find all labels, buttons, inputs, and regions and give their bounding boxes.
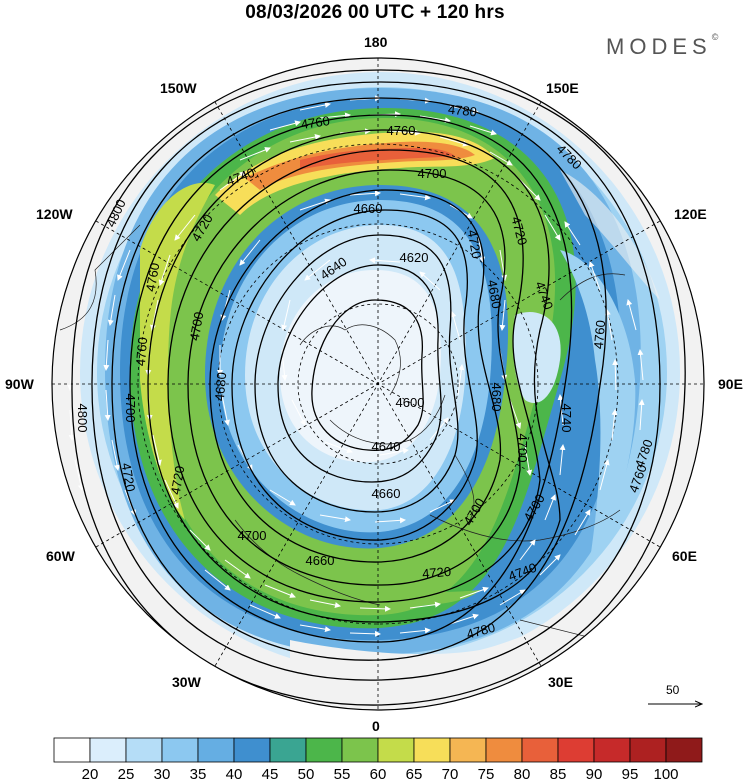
- contour-label: 4600: [396, 395, 425, 410]
- copyright-mark: ©: [711, 32, 719, 42]
- contour-label: 4720: [422, 564, 452, 581]
- colorbar-swatch: [161, 737, 199, 763]
- contour-label: 4680: [485, 279, 505, 310]
- contour-label: 4760: [387, 123, 416, 138]
- colorbar-swatch: [665, 737, 703, 763]
- contour-label: 4720: [168, 465, 188, 496]
- colorbar-tick-label: 75: [477, 766, 495, 783]
- colorbar-swatch: [629, 737, 667, 763]
- contour-label: 4660: [306, 553, 335, 568]
- lon-label-180: 180: [364, 34, 388, 50]
- lon-label-30w: 30W: [172, 674, 201, 690]
- contour-label: 4660: [372, 486, 401, 501]
- colorbar-swatch: [593, 737, 631, 763]
- contour-label: 4740: [559, 404, 574, 433]
- colorbar-tick-label: 55: [333, 766, 351, 783]
- contour-label: 4800: [75, 404, 90, 433]
- contour-label: 4700: [515, 434, 530, 463]
- reference-vector-label: 50: [666, 683, 680, 697]
- colorbar: [53, 737, 703, 763]
- contour-label: 4760: [300, 113, 331, 132]
- colorbar-swatch: [557, 737, 595, 763]
- brand-name: MODES: [606, 34, 712, 59]
- colorbar-tick-label: 65: [405, 766, 423, 783]
- contour-label: 4760: [133, 337, 150, 367]
- colorbar-swatch: [413, 737, 451, 763]
- colorbar-swatch: [197, 737, 235, 763]
- contour-label: 4700: [238, 528, 267, 543]
- lon-label-150w: 150W: [160, 80, 197, 96]
- colorbar-tick-label: 40: [225, 766, 243, 783]
- lon-label-30e: 30E: [548, 674, 573, 690]
- colorbar-swatch: [449, 737, 487, 763]
- colorbar-tick-label: 70: [441, 766, 459, 783]
- colorbar-swatch: [341, 737, 379, 763]
- contour-label: 4780: [447, 102, 477, 120]
- contour-label: 4680: [489, 383, 504, 412]
- colorbar-swatch: [377, 737, 415, 763]
- contour-label: 4760: [143, 262, 163, 293]
- colorbar-swatch: [53, 737, 91, 763]
- height-contours: [71, 69, 686, 706]
- colorbar-swatch: [521, 737, 559, 763]
- contour-label: 4700: [418, 166, 447, 181]
- contour-label: 4720: [465, 229, 485, 260]
- contour-label: 4760: [591, 320, 608, 350]
- colorbar-swatch: [305, 737, 343, 763]
- lon-label-120w: 120W: [36, 206, 73, 222]
- colorbar-tick-label: 25: [117, 766, 135, 783]
- colorbar-tick-label: 60: [369, 766, 387, 783]
- lon-label-0: 0: [372, 718, 380, 734]
- contour-label: 4700: [187, 311, 207, 342]
- colorbar-swatch: [233, 737, 271, 763]
- contour-label: 4700: [123, 394, 138, 423]
- colorbar-tick-label: 30: [153, 766, 171, 783]
- colorbar-swatch: [89, 737, 127, 763]
- lon-label-60e: 60E: [672, 548, 697, 564]
- lon-label-150e: 150E: [546, 80, 579, 96]
- contour-label: 4780: [465, 620, 497, 642]
- colorbar-swatch: [125, 737, 163, 763]
- contour-label: 4720: [119, 462, 139, 493]
- lon-label-60w: 60W: [46, 548, 75, 564]
- colorbar-tick-label: 90: [585, 766, 603, 783]
- lon-label-90w: 90W: [5, 376, 34, 392]
- colorbar-tick-label: 80: [513, 766, 531, 783]
- contour-label: 4720: [508, 215, 530, 247]
- colorbar-tick-label: 35: [189, 766, 207, 783]
- colorbar-tick-label: 100: [653, 766, 679, 783]
- contour-label: 4640: [372, 439, 401, 454]
- colorbar-swatch: [269, 737, 307, 763]
- colorbar-tick-label: 95: [621, 766, 639, 783]
- contour-label: 4680: [212, 372, 229, 402]
- lon-label-90e: 90E: [718, 376, 743, 392]
- brand-logo: MODES©: [606, 32, 719, 60]
- lon-label-120e: 120E: [674, 206, 707, 222]
- chart-title: 08/03/2026 00 UTC + 120 hrs: [245, 2, 505, 23]
- colorbar-tick-label: 85: [549, 766, 567, 783]
- colorbar-tick-label: 50: [297, 766, 315, 783]
- map-border: [51, 57, 705, 711]
- colorbar-tick-label: 20: [81, 766, 99, 783]
- colorbar-swatch: [485, 737, 523, 763]
- contour-label: 4620: [400, 250, 429, 265]
- colorbar-tick-label: 45: [261, 766, 279, 783]
- contour-label: 4660: [354, 201, 383, 216]
